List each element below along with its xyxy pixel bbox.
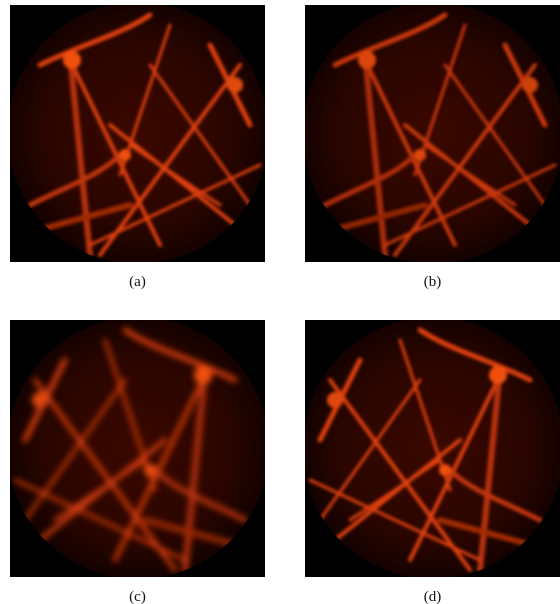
- caption: (a): [10, 274, 265, 291]
- panel: (b): [305, 5, 560, 291]
- figure: (a) (b) (c) (d): [0, 0, 560, 604]
- image: [10, 320, 265, 577]
- image: [305, 320, 560, 577]
- image: [10, 5, 265, 262]
- caption: (c): [10, 589, 265, 604]
- image: [305, 5, 560, 262]
- panel: (d): [305, 320, 560, 604]
- caption: (b): [305, 274, 560, 291]
- panel: (a): [10, 5, 265, 291]
- panel: (c): [10, 320, 265, 604]
- caption: (d): [305, 589, 560, 604]
